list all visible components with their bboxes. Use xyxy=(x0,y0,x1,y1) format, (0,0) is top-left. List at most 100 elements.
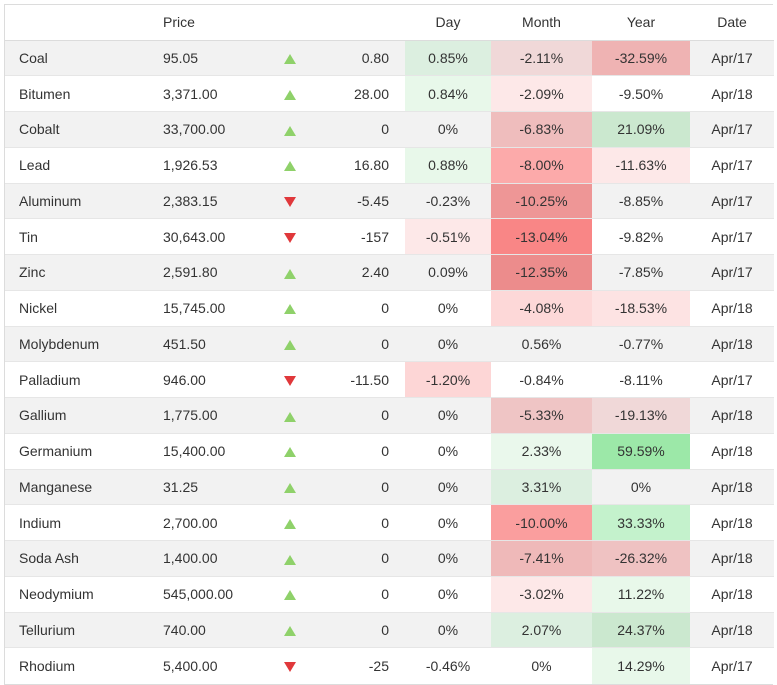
direction-cell xyxy=(260,433,320,469)
table-row[interactable]: Germanium 15,400.00 0 0% 2.33% 59.59% Apr/18 xyxy=(5,433,774,469)
day-change: -0.46% xyxy=(425,657,471,674)
price-change: 16.80 xyxy=(353,157,389,174)
commodity-price: 2,383.15 xyxy=(163,192,218,209)
price-change: -25 xyxy=(368,657,389,674)
table-row[interactable]: Soda Ash 1,400.00 0 0% -7.41% -26.32% Apr/18 xyxy=(5,540,774,577)
commodity-name[interactable]: Molybdenum xyxy=(19,335,100,352)
commodity-name[interactable]: Aluminum xyxy=(19,192,82,209)
year-change: -8.85% xyxy=(618,192,664,209)
direction-cell xyxy=(260,147,320,183)
table-row[interactable]: Lead 1,926.53 16.80 0.88% -8.00% -11.63% Apr/1… xyxy=(5,147,774,183)
table-row[interactable]: Aluminum 2,383.15 -5.45 -0.23% -10.25% -8.85%… xyxy=(5,183,774,219)
direction-cell xyxy=(260,290,320,326)
commodity-name[interactable]: Bitumen xyxy=(19,85,71,102)
commodity-name[interactable]: Soda Ash xyxy=(19,550,79,567)
day-change: 0% xyxy=(437,335,459,352)
header-change[interactable] xyxy=(320,5,405,41)
table-row[interactable]: Indium 2,700.00 0 0% -10.00% 33.33% Apr/18 xyxy=(5,504,774,541)
price-change: 0 xyxy=(381,335,389,352)
down-arrow-icon xyxy=(284,232,296,243)
quote-date: Apr/18 xyxy=(711,586,753,603)
table-row[interactable]: Tin 30,643.00 -157 -0.51% -13.04% -9.82% Apr/1… xyxy=(5,218,774,255)
header-price[interactable]: Price xyxy=(149,5,260,41)
table-row[interactable]: Palladium 946.00 -11.50 -1.20% -0.84% -8.11% A… xyxy=(5,361,774,398)
year-change: -9.82% xyxy=(618,228,664,245)
price-change: 0 xyxy=(381,121,389,138)
direction-cell xyxy=(260,648,320,684)
commodity-name[interactable]: Germanium xyxy=(19,443,93,460)
header-day[interactable]: Day xyxy=(405,5,491,41)
header-month[interactable]: Month xyxy=(491,5,592,41)
commodity-price: 3,371.00 xyxy=(163,85,218,102)
day-change: 0% xyxy=(437,300,459,317)
commodity-name[interactable]: Tin xyxy=(19,228,38,245)
direction-cell xyxy=(260,183,320,219)
header-date[interactable]: Date xyxy=(690,5,774,41)
day-change: 0% xyxy=(437,621,459,638)
table-row[interactable]: Neodymium 545,000.00 0 0% -3.02% 11.22% Apr/18 xyxy=(5,576,774,612)
day-change: 0% xyxy=(437,478,459,495)
direction-cell xyxy=(260,112,320,148)
commodity-name[interactable]: Coal xyxy=(19,49,48,66)
commodity-name[interactable]: Rhodium xyxy=(19,657,76,674)
commodity-name[interactable]: Neodymium xyxy=(19,586,94,603)
commodity-price: 33,700.00 xyxy=(163,121,226,138)
commodity-name[interactable]: Manganese xyxy=(19,478,93,495)
table-row[interactable]: Bitumen 3,371.00 28.00 0.84% -2.09% -9.50% Apr… xyxy=(5,75,774,112)
table-row[interactable]: Coal 95.05 0.80 0.85% -2.11% -32.59% Apr/17 xyxy=(5,40,774,76)
commodity-price: 1,926.53 xyxy=(163,157,218,174)
header-year[interactable]: Year xyxy=(592,5,690,41)
commodity-price: 30,643.00 xyxy=(163,228,226,245)
commodity-price: 15,745.00 xyxy=(163,300,226,317)
month-change: -6.83% xyxy=(491,111,592,148)
table-row[interactable]: Nickel 15,745.00 0 0% -4.08% -18.53% Apr/18 xyxy=(5,290,774,326)
quote-date: Apr/18 xyxy=(711,300,753,317)
table-row[interactable]: Manganese 31.25 0 0% 3.31% 0% Apr/18 xyxy=(5,469,774,505)
down-arrow-icon xyxy=(284,197,296,208)
day-change: -0.51% xyxy=(405,218,491,255)
month-change: -2.09% xyxy=(491,75,592,112)
commodity-name[interactable]: Zinc xyxy=(19,264,46,281)
table-row[interactable]: Zinc 2,591.80 2.40 0.09% -12.35% -7.85% Apr/17 xyxy=(5,254,774,291)
up-arrow-icon xyxy=(284,304,296,315)
commodity-price: 31.25 xyxy=(163,478,199,495)
month-change: -3.02% xyxy=(491,576,592,612)
commodity-price: 5,400.00 xyxy=(163,657,218,674)
day-change: 0.88% xyxy=(405,147,491,183)
up-arrow-icon xyxy=(284,89,296,100)
up-arrow-icon xyxy=(284,411,296,422)
day-change: 0% xyxy=(437,443,459,460)
table-body: Coal 95.05 0.80 0.85% -2.11% -32.59% Apr/17 Bit… xyxy=(5,40,774,684)
day-change: 0% xyxy=(437,514,459,531)
year-change: 24.37% xyxy=(592,612,690,648)
table-row[interactable]: Tellurium 740.00 0 0% 2.07% 24.37% Apr/18 xyxy=(5,612,774,648)
commodity-name[interactable]: Tellurium xyxy=(19,621,76,638)
table-row[interactable]: Cobalt 33,700.00 0 0% -6.83% 21.09% Apr/17 xyxy=(5,111,774,148)
header-name[interactable] xyxy=(5,5,149,41)
table-row[interactable]: Gallium 1,775.00 0 0% -5.33% -19.13% Apr/18 xyxy=(5,397,774,434)
table-row[interactable]: Molybdenum 451.50 0 0% 0.56% -0.77% Apr/18 xyxy=(5,326,774,362)
quote-date: Apr/18 xyxy=(711,621,753,638)
commodity-name[interactable]: Indium xyxy=(19,514,62,531)
up-arrow-icon xyxy=(284,483,296,494)
year-change: -26.32% xyxy=(592,540,690,577)
month-change: 0.56% xyxy=(521,335,562,352)
commodity-name[interactable]: Nickel xyxy=(19,300,58,317)
price-change: -157 xyxy=(360,228,389,245)
commodity-name[interactable]: Gallium xyxy=(19,407,67,424)
month-change: 3.31% xyxy=(491,469,592,505)
up-arrow-icon xyxy=(284,518,296,529)
direction-cell xyxy=(260,398,320,434)
commodity-price: 2,591.80 xyxy=(163,264,218,281)
price-change: -5.45 xyxy=(357,192,389,209)
commodity-name[interactable]: Palladium xyxy=(19,371,81,388)
day-change: 0% xyxy=(437,121,459,138)
year-change: 11.22% xyxy=(592,576,690,612)
year-change: -11.63% xyxy=(592,147,690,183)
price-change: 0 xyxy=(381,621,389,638)
commodity-name[interactable]: Lead xyxy=(19,157,51,174)
commodity-name[interactable]: Cobalt xyxy=(19,121,60,138)
table-row[interactable]: Rhodium 5,400.00 -25 -0.46% 0% 14.29% Apr/17 xyxy=(5,647,774,684)
year-change: 0% xyxy=(630,478,652,495)
day-change: 0.85% xyxy=(405,40,491,76)
